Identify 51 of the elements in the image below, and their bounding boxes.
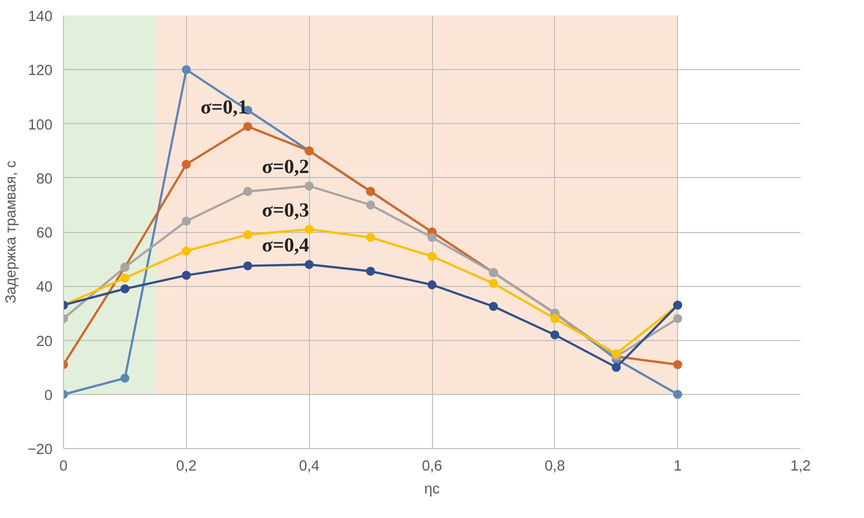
point xyxy=(182,246,191,256)
x-tick-label: 0,8 xyxy=(544,458,566,474)
point xyxy=(488,278,498,288)
point xyxy=(120,274,130,282)
x-tick-label: 0,4 xyxy=(298,458,320,474)
series-label: σ=0,3 xyxy=(262,199,310,222)
series-label: σ=0,2 xyxy=(262,156,310,178)
point xyxy=(182,216,191,226)
x-axis-title: ηс xyxy=(424,482,440,498)
x-tick-label: 0 xyxy=(59,458,68,474)
y-tick-label: −20 xyxy=(28,442,53,458)
point xyxy=(243,261,252,270)
point xyxy=(550,330,560,340)
point xyxy=(182,270,191,280)
y-tick-label: 80 xyxy=(36,171,53,188)
point xyxy=(428,280,436,290)
y-tick-label: 100 xyxy=(28,117,53,134)
point xyxy=(488,302,498,311)
point xyxy=(304,260,314,269)
point xyxy=(182,160,191,169)
point xyxy=(120,374,130,383)
point xyxy=(673,390,682,399)
point xyxy=(182,65,191,74)
x-tick-label: 1 xyxy=(674,458,682,474)
point xyxy=(612,362,621,372)
y-tick-label: 140 xyxy=(28,9,53,25)
x-tick-label: 0,2 xyxy=(176,458,197,474)
point xyxy=(366,232,376,242)
point xyxy=(428,232,436,242)
point xyxy=(243,122,252,131)
x-tick-label: 1,2 xyxy=(790,458,811,474)
y-tick-label: 60 xyxy=(36,226,53,242)
y-tick-label: 40 xyxy=(36,280,53,296)
point xyxy=(120,284,130,294)
point xyxy=(673,360,682,370)
y-axis-title: Задержка трамвая, с xyxy=(4,160,20,304)
point xyxy=(366,266,376,276)
y-tick-label: 0 xyxy=(44,388,53,404)
point xyxy=(428,252,436,261)
x-tick-label: 0,6 xyxy=(422,458,442,474)
point xyxy=(550,314,560,324)
point xyxy=(673,314,682,324)
y-tick-label: 20 xyxy=(36,334,53,350)
y-tick-label: 120 xyxy=(28,63,53,80)
point xyxy=(243,186,252,196)
point xyxy=(304,182,314,190)
point xyxy=(304,224,314,234)
point xyxy=(612,349,621,358)
point xyxy=(366,200,376,210)
series-label: σ=0,4 xyxy=(262,234,310,256)
point xyxy=(243,230,252,240)
